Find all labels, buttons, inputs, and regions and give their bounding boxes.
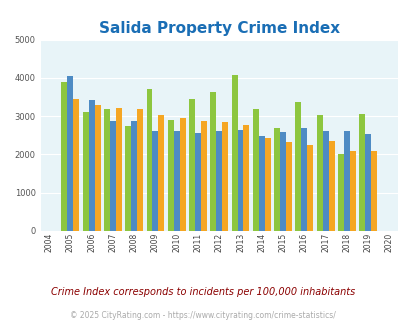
Bar — [301, 128, 307, 231]
Bar — [131, 121, 137, 231]
Bar — [73, 99, 79, 231]
Bar — [252, 109, 258, 231]
Bar — [328, 141, 334, 231]
Bar — [152, 131, 158, 231]
Title: Salida Property Crime Index: Salida Property Crime Index — [98, 21, 339, 36]
Bar — [61, 82, 67, 231]
Bar — [358, 114, 364, 231]
Bar — [216, 131, 222, 231]
Bar — [200, 121, 207, 231]
Bar — [243, 125, 249, 231]
Bar — [337, 154, 343, 231]
Bar — [115, 108, 122, 231]
Bar — [173, 131, 179, 231]
Bar — [94, 105, 100, 231]
Bar — [67, 76, 73, 231]
Bar — [258, 136, 264, 231]
Bar — [285, 142, 291, 231]
Bar — [167, 120, 173, 231]
Bar — [125, 126, 131, 231]
Bar — [210, 92, 216, 231]
Bar — [137, 109, 143, 231]
Bar — [158, 115, 164, 231]
Bar — [295, 102, 301, 231]
Bar — [104, 109, 110, 231]
Text: © 2025 CityRating.com - https://www.cityrating.com/crime-statistics/: © 2025 CityRating.com - https://www.city… — [70, 311, 335, 320]
Bar — [322, 131, 328, 231]
Bar — [146, 89, 152, 231]
Bar — [237, 130, 243, 231]
Bar — [364, 134, 370, 231]
Bar — [316, 115, 322, 231]
Bar — [88, 100, 94, 231]
Bar — [194, 133, 200, 231]
Bar — [343, 131, 349, 231]
Bar — [349, 151, 355, 231]
Bar — [83, 112, 88, 231]
Bar — [189, 99, 194, 231]
Bar — [307, 145, 313, 231]
Bar — [110, 121, 115, 231]
Bar — [222, 122, 228, 231]
Text: Crime Index corresponds to incidents per 100,000 inhabitants: Crime Index corresponds to incidents per… — [51, 287, 354, 297]
Bar — [273, 128, 279, 231]
Bar — [264, 138, 270, 231]
Bar — [279, 132, 285, 231]
Bar — [370, 150, 376, 231]
Bar — [179, 118, 185, 231]
Bar — [231, 75, 237, 231]
